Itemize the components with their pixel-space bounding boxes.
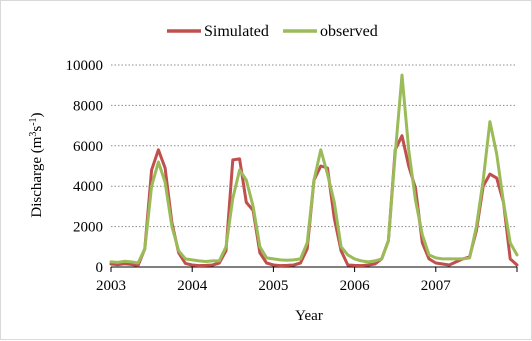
y-axis-label: Discharge (m3s-1) [28, 112, 46, 217]
series-line-simulated [109, 134, 519, 268]
legend: Simulated observed [167, 23, 378, 40]
series-line-observed [109, 73, 519, 265]
legend-label-observed: observed [320, 23, 378, 40]
x-tick-label: 2006 [340, 278, 371, 294]
y-tick-label: 6000 [73, 139, 103, 155]
series-lines [109, 73, 519, 268]
y-tick-label: 0 [96, 260, 104, 276]
x-axis-label: Year [295, 308, 323, 324]
x-tick-label: 2007 [421, 278, 452, 294]
y-tick-label: 10000 [66, 58, 104, 74]
x-tick-label: 2003 [96, 278, 126, 294]
x-tick-label: 2005 [258, 278, 288, 294]
legend-label-simulated: Simulated [204, 23, 269, 40]
gridlines [111, 64, 517, 228]
y-tick-label: 4000 [73, 179, 103, 195]
x-tick-label: 2004 [177, 278, 208, 294]
y-tick-label: 2000 [73, 220, 103, 236]
x-axis: 2003 2004 2005 2006 2007 [96, 266, 518, 294]
y-axis-tick-labels: 0 2000 4000 6000 8000 10000 [66, 58, 104, 276]
y-tick-label: 8000 [73, 98, 103, 114]
